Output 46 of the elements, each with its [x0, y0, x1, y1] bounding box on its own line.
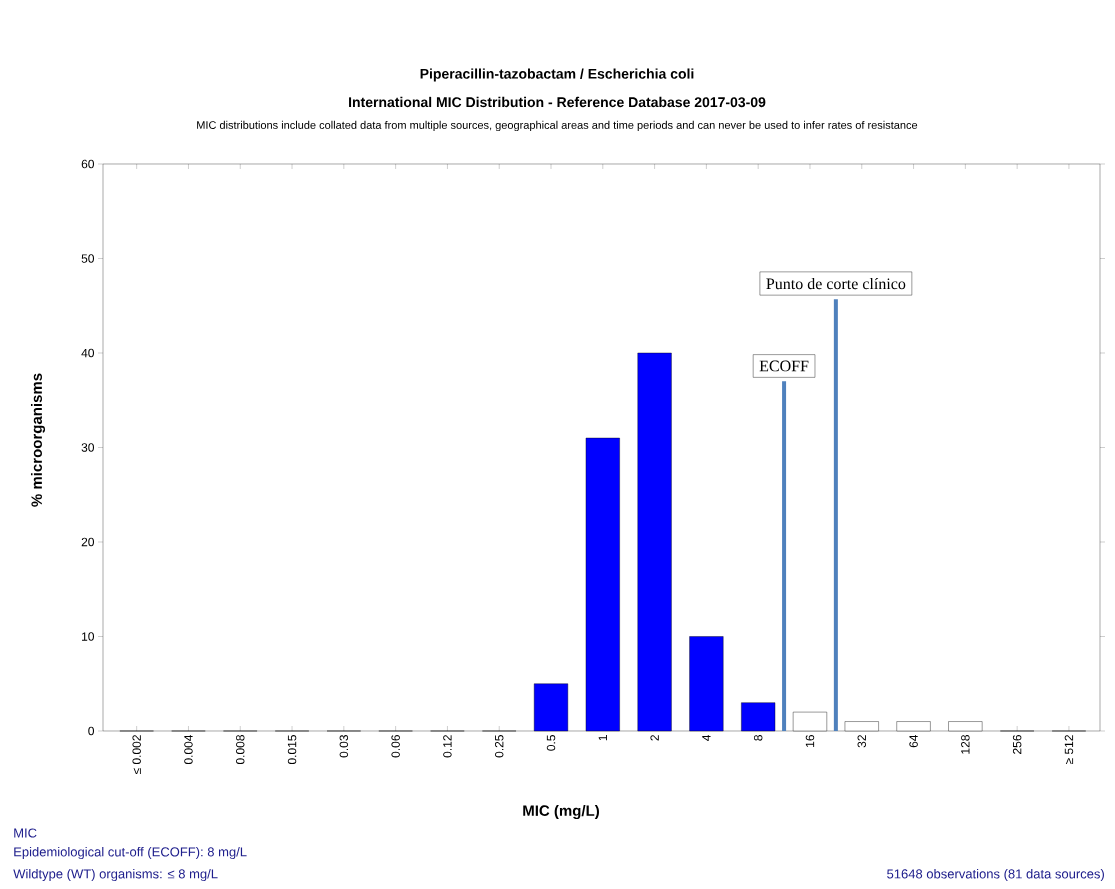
- y-tick-label: 50: [81, 254, 95, 263]
- text: MIC distributions include collated data from multiple sources, geographical areas and time periods and can never be used to infer rates of resistance: [197, 120, 918, 132]
- x-tick-label: 0.5: [546, 735, 556, 751]
- bar: [533, 683, 569, 732]
- bar: [741, 702, 776, 732]
- y-axis-title: % microorganisms: [30, 373, 46, 507]
- text: Epidemiological cut-off (ECOFF): 8 mg/L: [14, 846, 247, 860]
- x-tick-label: 0.008: [236, 735, 245, 765]
- x-tick-label: 0.12: [443, 735, 452, 758]
- x-tick-label: 16: [805, 735, 815, 747]
- y-tick-label: 40: [81, 348, 95, 358]
- x-tick-label: 4: [702, 734, 711, 741]
- chart-subtitle: International MIC Distribution - Reference Database 2017-03-09: [349, 96, 766, 108]
- bar: [585, 437, 620, 732]
- x-tick-label: 128: [961, 735, 970, 754]
- bar: [792, 711, 828, 732]
- bar: [689, 636, 724, 732]
- chart-title: Piperacillin-tazobactam / Escherichia coli: [420, 68, 694, 82]
- bar: [948, 721, 983, 732]
- text: 51648 observations (81 data sources): [887, 868, 1104, 882]
- x-tick-label: 32: [857, 735, 867, 748]
- x-tick-label: 8: [753, 735, 763, 741]
- x-tick-label: 2: [650, 735, 659, 741]
- x-tick-label: 64: [909, 734, 918, 748]
- y-tick-label: 0: [88, 726, 95, 736]
- x-tick-label: ≥ 512: [1064, 735, 1074, 765]
- x-tick-label: 0.06: [391, 735, 400, 758]
- y-tick-label: 60: [81, 159, 95, 169]
- text: MIC: [14, 828, 37, 838]
- x-tick-label: 0.015: [287, 735, 297, 765]
- x-tick-label: 256: [1012, 735, 1022, 754]
- bar: [637, 352, 672, 732]
- ref-line-label: ECOFF: [759, 360, 809, 372]
- x-tick-label: ≤ 0.002: [132, 735, 141, 775]
- x-tick-label: 0.03: [339, 735, 349, 758]
- text: Wildtype (WT) organisms: ≤ 8 mg/L: [13, 868, 218, 882]
- y-tick-label: 10: [82, 632, 95, 641]
- bar: [844, 721, 879, 732]
- y-tick-label: 20: [81, 537, 95, 547]
- x-tick-label: 1: [598, 735, 607, 741]
- x-tick-label: 0.004: [184, 734, 193, 765]
- y-tick-label: 30: [81, 443, 95, 452]
- ref-line-label: Punto de corte clínico: [766, 277, 906, 290]
- x-axis-title: MIC (mg/L): [523, 804, 599, 820]
- bar: [896, 721, 931, 732]
- x-tick-label: 0.25: [494, 735, 504, 758]
